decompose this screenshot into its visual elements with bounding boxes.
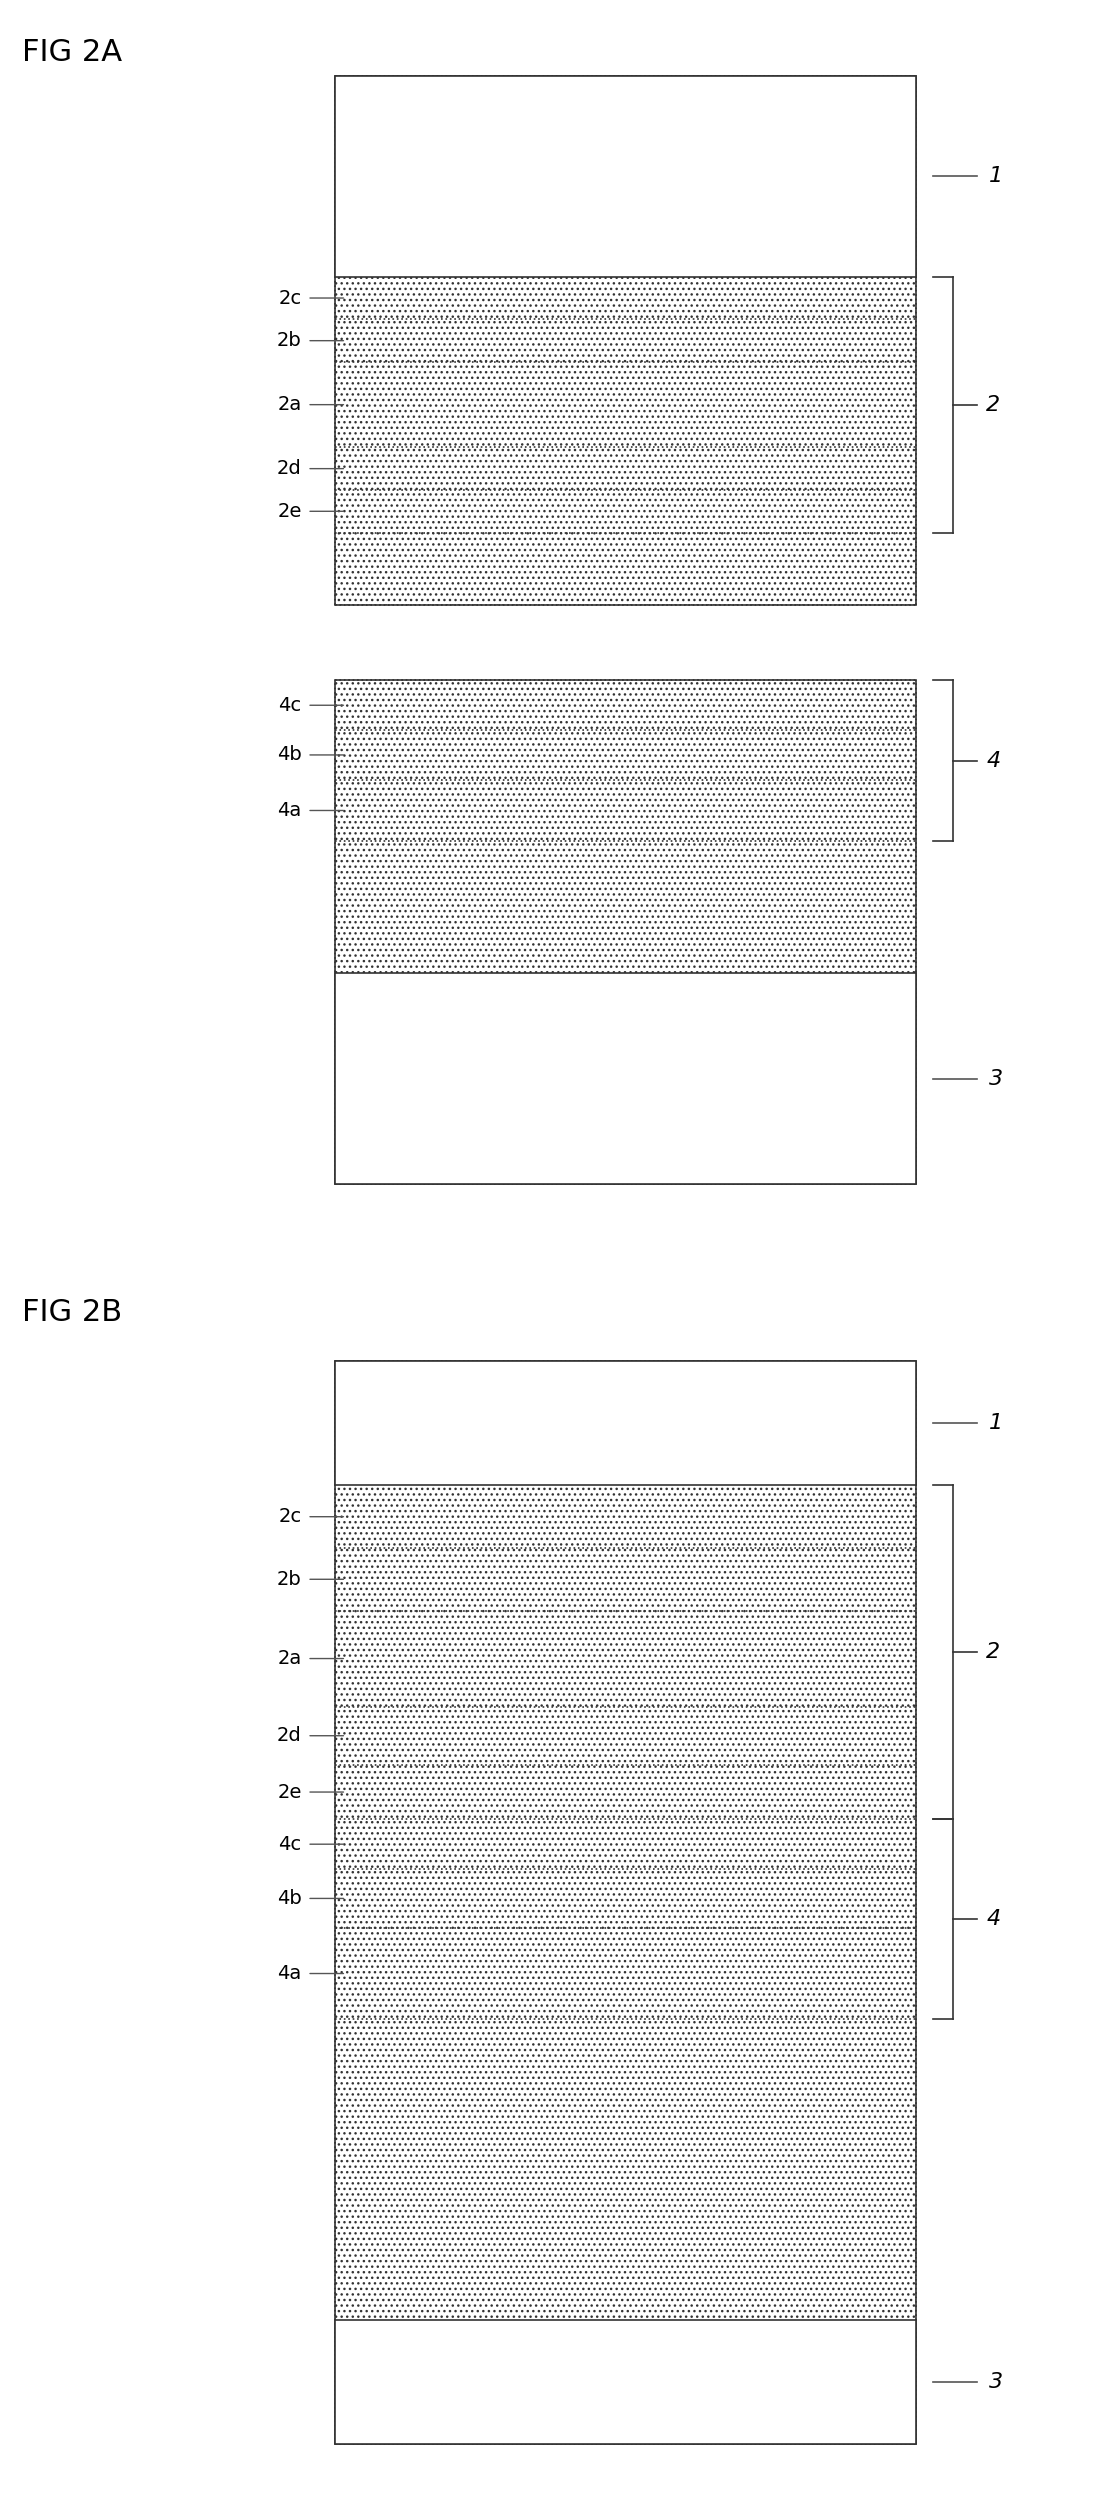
Text: 4b: 4b	[277, 746, 302, 764]
Text: 3: 3	[989, 2371, 1003, 2391]
Text: 3: 3	[989, 1068, 1003, 1089]
Bar	[335, 76, 916, 277]
Text: 2d: 2d	[277, 459, 302, 479]
Bar	[335, 2321, 916, 2444]
Bar	[335, 973, 916, 1184]
Text: 2e: 2e	[277, 1782, 302, 1802]
Text: 2e: 2e	[277, 501, 302, 522]
Text: 2c: 2c	[278, 1507, 302, 1527]
Bar	[335, 1361, 916, 2444]
Bar	[335, 1361, 916, 1484]
Text: 2: 2	[986, 396, 1001, 416]
Text: 4c: 4c	[278, 696, 302, 716]
Text: 1: 1	[989, 1414, 1003, 1434]
Text: 4a: 4a	[277, 801, 302, 819]
Text: FIG 2B: FIG 2B	[22, 1298, 123, 1328]
Text: 1: 1	[989, 166, 1003, 186]
Text: 2a: 2a	[277, 396, 302, 413]
Bar	[335, 680, 916, 1184]
Text: 2c: 2c	[278, 287, 302, 307]
Text: 4: 4	[986, 1910, 1001, 1930]
Text: 2d: 2d	[277, 1726, 302, 1746]
Text: 2b: 2b	[277, 330, 302, 350]
Text: 4a: 4a	[277, 1963, 302, 1983]
Text: 2b: 2b	[277, 1570, 302, 1588]
Bar	[335, 76, 916, 605]
Text: 4b: 4b	[277, 1890, 302, 1908]
Text: 4: 4	[986, 751, 1001, 771]
Text: 4c: 4c	[278, 1835, 302, 1855]
Text: 2a: 2a	[277, 1648, 302, 1668]
Text: 2: 2	[986, 1643, 1001, 1663]
Text: FIG 2A: FIG 2A	[22, 38, 123, 68]
